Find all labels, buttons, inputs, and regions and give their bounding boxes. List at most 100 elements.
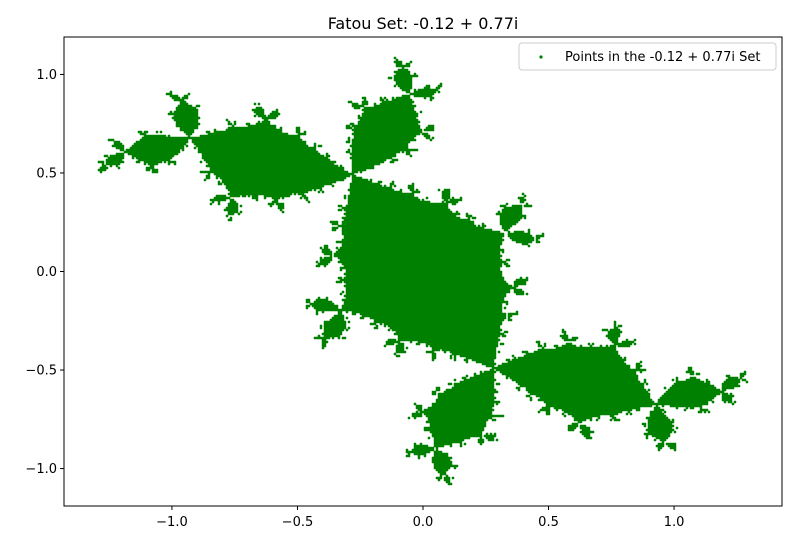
scatter-point — [173, 138, 177, 142]
scatter-point — [113, 142, 117, 146]
scatter-point — [157, 138, 161, 142]
scatter-point — [117, 154, 121, 158]
scatter-point — [111, 162, 115, 166]
scatter-point — [147, 140, 151, 144]
scatter-point — [171, 116, 175, 120]
scatter-point — [175, 98, 179, 102]
scatter-point — [303, 132, 307, 136]
scatter-point — [103, 154, 107, 158]
scatter-point — [161, 142, 165, 146]
scatter-point — [167, 148, 171, 152]
scatter-point — [127, 150, 131, 154]
scatter-point — [151, 164, 155, 168]
scatter-point — [339, 280, 343, 284]
scatter-point — [105, 158, 109, 162]
scatter-point — [121, 148, 125, 152]
scatter-point — [101, 160, 105, 164]
scatter-point — [173, 152, 177, 156]
scatter-point — [177, 104, 181, 108]
scatter-point — [343, 336, 347, 340]
scatter-point — [135, 152, 139, 156]
scatter-point — [149, 164, 153, 168]
scatter-point — [229, 218, 233, 222]
scatter-point — [229, 122, 233, 126]
scatter-point — [273, 116, 277, 120]
scatter-point — [115, 142, 119, 146]
scatter-point — [149, 146, 153, 150]
scatter-point — [181, 100, 185, 104]
scatter-point — [151, 144, 155, 148]
scatter-point — [163, 152, 167, 156]
scatter-point — [163, 134, 167, 138]
scatter-point — [179, 112, 183, 116]
scatter-point — [263, 196, 267, 200]
scatter-point — [153, 156, 157, 160]
scatter-point — [151, 136, 155, 140]
scatter-point — [187, 92, 191, 96]
scatter-point — [353, 312, 357, 316]
scatter-point — [175, 108, 179, 112]
scatter-point — [139, 156, 143, 160]
scatter-point — [145, 140, 149, 144]
scatter-point — [329, 258, 333, 262]
scatter-point — [347, 320, 351, 324]
scatter-point — [179, 142, 183, 146]
scatter-point — [147, 162, 151, 166]
scatter-points — [97, 56, 749, 486]
scatter-point — [271, 202, 275, 206]
scatter-point — [135, 160, 139, 164]
scatter-point — [153, 150, 157, 154]
scatter-point — [159, 136, 163, 140]
scatter-point — [109, 162, 113, 166]
scatter-point — [171, 148, 175, 152]
scatter-point — [177, 120, 181, 124]
scatter-point — [165, 154, 169, 158]
scatter-point — [169, 94, 173, 98]
scatter-point — [165, 158, 169, 162]
scatter-point — [159, 140, 163, 144]
scatter-point — [137, 152, 141, 156]
scatter-point — [175, 148, 179, 152]
scatter-point — [155, 168, 159, 172]
scatter-point — [151, 142, 155, 146]
scatter-point — [143, 158, 147, 162]
scatter-point — [157, 156, 161, 160]
scatter-point — [153, 168, 157, 172]
scatter-point — [145, 138, 149, 142]
scatter-point — [375, 326, 379, 330]
scatter-point — [179, 100, 183, 104]
scatter-point — [215, 176, 219, 180]
scatter-point — [197, 116, 201, 120]
scatter-point — [121, 146, 125, 150]
scatter-point — [253, 102, 257, 106]
scatter-point — [151, 146, 155, 150]
scatter-point — [131, 154, 135, 158]
scatter-point — [147, 152, 151, 156]
scatter-point — [281, 210, 285, 214]
scatter-point — [103, 164, 107, 168]
scatter-point — [147, 168, 151, 172]
scatter-point — [161, 148, 165, 152]
scatter-point — [155, 144, 159, 148]
scatter-point — [169, 110, 173, 114]
scatter-point — [143, 132, 147, 136]
scatter-point — [135, 154, 139, 158]
scatter-point — [117, 140, 121, 144]
scatter-point — [281, 196, 285, 200]
scatter-point — [149, 140, 153, 144]
scatter-point — [149, 150, 153, 154]
scatter-point — [177, 136, 181, 140]
scatter-point — [133, 142, 137, 146]
scatter-point — [167, 160, 171, 164]
scatter-point — [151, 170, 155, 174]
scatter-point — [173, 142, 177, 146]
scatter-point — [177, 122, 181, 126]
scatter-point — [151, 152, 155, 156]
scatter-point — [159, 150, 163, 154]
scatter-point — [173, 94, 177, 98]
scatter-point — [239, 210, 243, 214]
scatter-point — [327, 336, 331, 340]
scatter-point — [135, 156, 139, 160]
scatter-point — [287, 194, 291, 198]
scatter-point — [349, 100, 353, 104]
